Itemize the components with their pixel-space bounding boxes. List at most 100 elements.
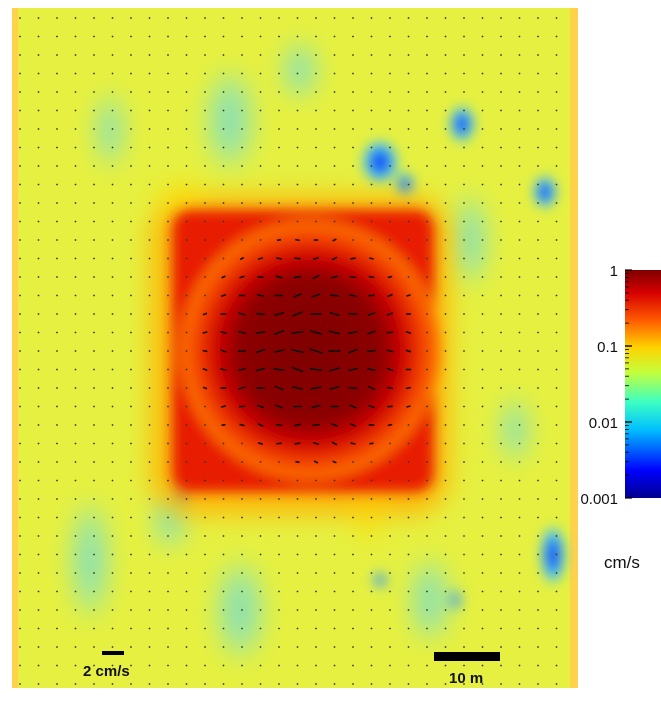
vector-dot	[37, 146, 40, 149]
vector-dot	[259, 239, 262, 241]
vector-dot	[222, 461, 225, 463]
vector-dot	[481, 590, 484, 593]
vector-dot	[56, 17, 58, 19]
vector-dot	[130, 479, 132, 482]
vector-dot	[56, 165, 58, 167]
vector-dot	[370, 590, 373, 593]
vector-dot	[500, 572, 502, 574]
vector-dot	[259, 165, 262, 167]
vector-dot	[315, 220, 317, 223]
vector-dot	[537, 368, 539, 371]
vector-dot	[130, 683, 132, 685]
vector-dot	[389, 553, 391, 556]
vector-dot	[167, 683, 169, 685]
velocity-arrow	[347, 330, 359, 335]
vector-dot	[500, 146, 502, 149]
vector-dot	[444, 257, 447, 260]
blue-spot	[371, 570, 389, 590]
vector-dot	[278, 553, 280, 556]
vector-dot	[37, 609, 40, 611]
vector-dot	[278, 479, 280, 482]
vector-dot	[389, 35, 391, 38]
vector-dot	[148, 664, 151, 667]
vector-dot	[93, 313, 95, 315]
vector-dot	[185, 91, 188, 93]
vector-dot	[500, 387, 502, 389]
vector-dot	[111, 313, 114, 315]
vector-dot	[185, 424, 188, 426]
vector-dot	[389, 220, 391, 223]
vector-dot	[518, 54, 521, 56]
vector-dot	[204, 609, 206, 611]
vector-dot	[37, 183, 40, 186]
vector-dot	[37, 572, 40, 574]
vector-dot	[481, 331, 484, 334]
vector-dot	[555, 165, 558, 167]
vector-dot	[167, 553, 169, 556]
vector-dot	[481, 572, 484, 574]
vector-dot	[222, 109, 225, 112]
vector-dot	[93, 572, 95, 574]
vector-dot	[93, 590, 95, 593]
vector-dot	[426, 257, 428, 260]
vector-dot	[148, 257, 151, 260]
velocity-arrow	[387, 423, 393, 427]
vector-dot	[241, 91, 243, 93]
velocity-arrow	[330, 275, 339, 279]
velocity-arrow	[367, 330, 376, 335]
velocity-arrow	[292, 293, 303, 298]
vector-dot	[444, 165, 447, 167]
vector-dot	[185, 368, 188, 371]
vector-dot	[222, 609, 225, 611]
vector-dot	[19, 516, 21, 519]
vector-dot	[19, 276, 21, 278]
velocity-arrow	[328, 330, 341, 335]
vector-dot	[426, 405, 428, 408]
vector-dot	[426, 183, 428, 186]
velocity-scale-label: 2 cm/s	[83, 663, 130, 680]
vector-dot	[389, 146, 391, 149]
velocity-arrow	[332, 460, 337, 464]
vector-dot	[333, 220, 336, 223]
vector-dot	[426, 54, 428, 56]
velocity-arrow	[309, 348, 323, 354]
vector-dot	[74, 109, 77, 112]
vector-dot	[481, 54, 484, 56]
vector-dot	[148, 516, 151, 519]
vector-dot	[315, 165, 317, 167]
vector-dot	[56, 35, 58, 38]
vector-dot	[130, 387, 132, 389]
vector-dot	[93, 72, 95, 75]
vector-dot	[278, 109, 280, 112]
vector-dot	[463, 294, 465, 297]
vector-dot	[74, 54, 77, 56]
vector-dot	[93, 146, 95, 149]
vector-dot	[296, 683, 299, 685]
vector-dot	[93, 683, 95, 685]
vector-dot	[19, 183, 21, 186]
vector-dot	[537, 664, 539, 667]
left-edge-band	[12, 8, 18, 688]
vector-dot	[167, 35, 169, 38]
vector-dot	[555, 590, 558, 593]
vector-dot	[537, 54, 539, 56]
vector-dot	[481, 498, 484, 500]
vector-dot	[56, 331, 58, 334]
vector-dot	[259, 220, 262, 223]
vector-dot	[241, 627, 243, 630]
vector-dot	[444, 109, 447, 112]
vector-dot	[352, 183, 354, 186]
vector-dot	[204, 294, 206, 297]
vector-dot	[74, 202, 77, 204]
vector-dot	[537, 165, 539, 167]
vector-dot	[315, 35, 317, 38]
vector-dot	[537, 424, 539, 426]
vector-dot	[93, 498, 95, 500]
vector-dot	[204, 461, 206, 463]
vector-dot	[444, 202, 447, 204]
vector-dot	[19, 165, 21, 167]
vector-dot	[74, 683, 77, 685]
vector-dot	[481, 368, 484, 371]
vector-dot	[56, 627, 58, 630]
